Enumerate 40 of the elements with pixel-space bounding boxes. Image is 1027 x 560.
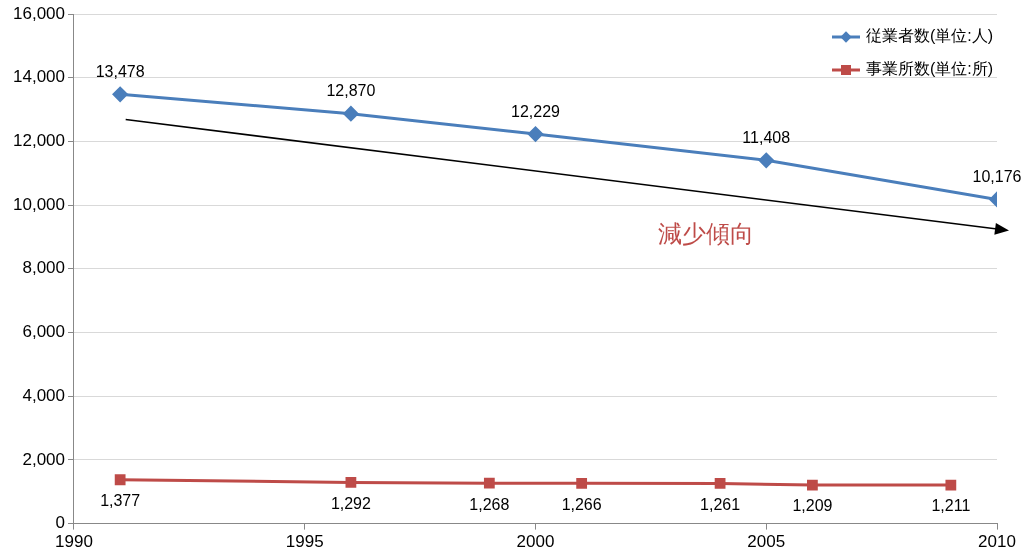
- point: [576, 477, 588, 489]
- point: [758, 152, 774, 168]
- point: [945, 479, 957, 491]
- y-tick-label: 8,000: [22, 258, 65, 278]
- x-tick-label: 2005: [747, 532, 786, 552]
- data-label: 13,478: [95, 62, 145, 80]
- point: [345, 477, 357, 488]
- y-tick-label: 2,000: [22, 449, 65, 469]
- point: [343, 106, 359, 122]
- y-tick-label: 0: [55, 513, 65, 533]
- data-label: 1,209: [792, 497, 833, 515]
- data-label: 1,377: [100, 492, 141, 510]
- y-tick-label: 10,000: [13, 194, 65, 214]
- y-tick-label: 12,000: [13, 131, 65, 151]
- data-label: 12,870: [326, 82, 376, 100]
- x-tick-label: 1995: [285, 532, 324, 552]
- data-label: 1,211: [931, 497, 971, 515]
- point: [714, 478, 726, 489]
- y-tick-label: 16,000: [13, 3, 65, 23]
- data-label: 1,266: [561, 495, 602, 513]
- y-tick-label: 6,000: [22, 322, 65, 342]
- x-tick-label: 1990: [55, 532, 93, 552]
- data-label: 10,176: [972, 167, 1022, 185]
- point: [114, 474, 126, 486]
- x-tick-label: 2010: [978, 532, 1016, 552]
- data-label: 12,229: [511, 102, 561, 120]
- annotation: 減少傾向: [658, 218, 755, 250]
- x-tick-label: 2000: [516, 532, 555, 552]
- y-tick-label: 4,000: [22, 385, 65, 405]
- data-label: 1,268: [469, 495, 510, 513]
- data-label: 11,408: [742, 128, 791, 146]
- legend-label: 事業所数(単位:所): [865, 59, 993, 79]
- data-label: 1,292: [330, 494, 372, 512]
- y-tick-label: 14,000: [13, 67, 65, 87]
- point: [483, 477, 495, 489]
- point: [528, 126, 543, 142]
- point: [807, 479, 818, 491]
- legend-label: 従業者数(単位:人): [865, 26, 993, 46]
- point: [112, 86, 128, 102]
- data-label: 1,261: [700, 495, 741, 513]
